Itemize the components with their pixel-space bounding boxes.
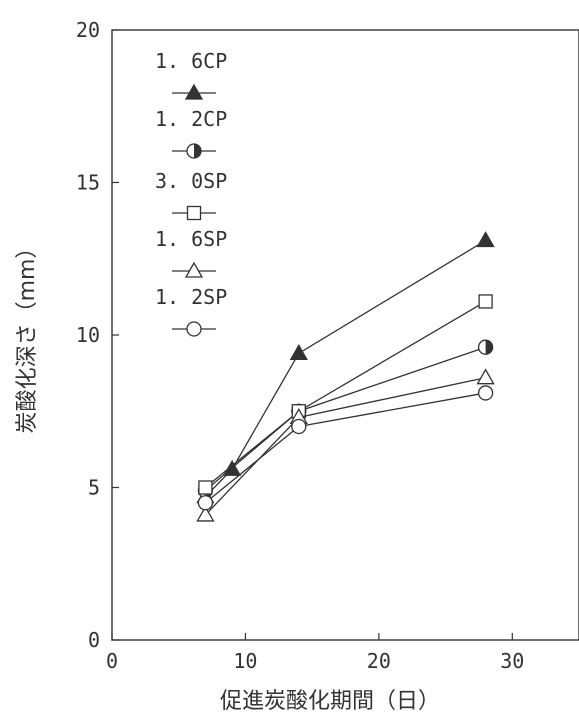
x-tick-label: 20 [367, 649, 391, 673]
x-axis-title: 促進炭酸化期間（日） [220, 689, 440, 714]
data-point [478, 294, 493, 309]
y-tick-label: 15 [76, 171, 100, 195]
y-tick-label: 20 [76, 18, 100, 42]
series-16sp [196, 368, 495, 522]
y-tick-label: 5 [88, 476, 100, 500]
series-line [204, 239, 486, 498]
data-point [477, 385, 494, 401]
legend-marker [184, 83, 204, 100]
series-line [204, 392, 486, 504]
data-point [197, 495, 214, 511]
legend-marker [184, 261, 204, 278]
data-point [196, 505, 215, 522]
data-point [477, 339, 494, 355]
legend-label: 1. 6CP [155, 49, 227, 73]
x-tick-label: 10 [233, 649, 257, 673]
x-tick-label: 30 [500, 649, 524, 673]
series-12cp [197, 339, 494, 499]
y-tick-label: 10 [76, 323, 100, 347]
series-line [204, 300, 486, 489]
series-line [204, 377, 486, 516]
x-axis: 0 10 20 30 [106, 633, 524, 673]
series-12sp [197, 385, 494, 511]
legend-label: 1. 6SP [155, 227, 227, 251]
data-point [198, 480, 213, 495]
legend-label: 1. 2SP [155, 285, 227, 309]
data-point [291, 418, 307, 435]
legend-marker [186, 321, 202, 337]
x-tick-label: 0 [106, 649, 118, 673]
legend: 1. 6CP 1. 2CP 3. 0SP 1. 6SP 1. 2SP [155, 49, 227, 337]
legend-label: 3. 0SP [155, 169, 227, 193]
data-point [476, 231, 495, 248]
legend-marker [186, 143, 202, 159]
data-point [476, 368, 495, 385]
legend-marker [186, 205, 202, 221]
y-axis-title: 炭酸化深さ（mm） [15, 237, 40, 434]
data-point [289, 343, 308, 360]
series-16cp [196, 231, 495, 504]
y-axis: 0 5 10 15 20 [76, 18, 119, 652]
legend-label: 1. 2CP [155, 107, 227, 131]
series-layer [196, 231, 495, 522]
y-tick-label: 0 [88, 628, 100, 652]
